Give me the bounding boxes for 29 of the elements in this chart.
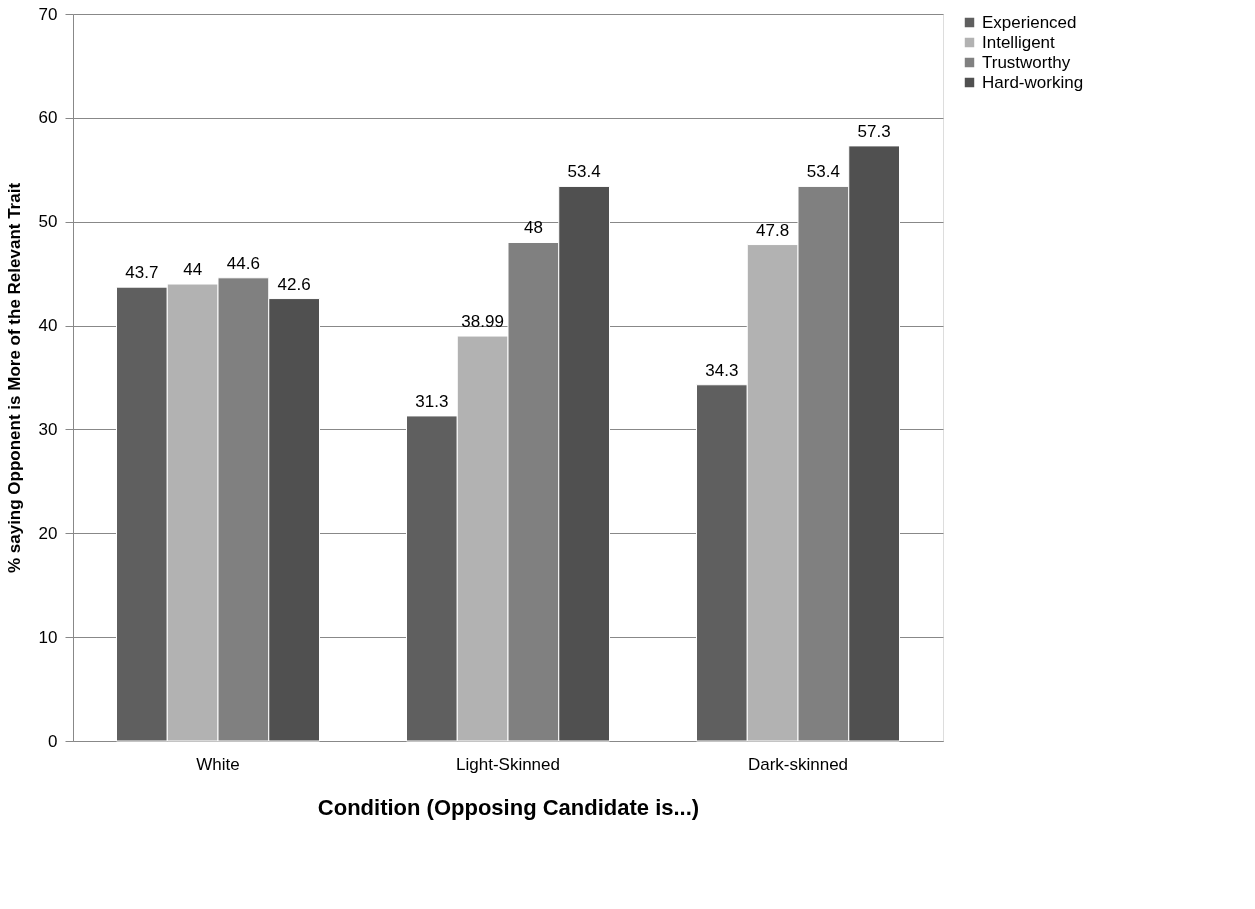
x-axis-title: Condition (Opposing Candidate is...) bbox=[317, 794, 700, 820]
y-axis-title: % saying Opponent is More of the Relevant Trait bbox=[4, 182, 24, 574]
data-label: 43.7 bbox=[125, 263, 159, 283]
x-tick-label: Light-Skinned bbox=[456, 754, 560, 774]
data-label: 34.3 bbox=[705, 360, 739, 380]
data-label: 47.8 bbox=[756, 220, 790, 240]
x-tick-label: White bbox=[196, 754, 240, 774]
y-tick-label: 10 bbox=[38, 627, 58, 647]
y-tick-label: 60 bbox=[38, 108, 58, 128]
y-tick-label: 20 bbox=[38, 523, 58, 543]
data-label: 44 bbox=[183, 260, 203, 280]
data-label: 53.4 bbox=[567, 162, 601, 182]
data-label: 44.6 bbox=[226, 253, 260, 273]
data-label: 42.6 bbox=[277, 274, 311, 294]
legend-label: Intelligent bbox=[982, 32, 1056, 52]
y-tick-label: 70 bbox=[38, 4, 58, 24]
legend-label: Hard-working bbox=[982, 72, 1084, 92]
x-tick-label: Dark-skinned bbox=[747, 754, 849, 774]
data-label: 38.99 bbox=[461, 312, 504, 332]
y-tick-label: 30 bbox=[38, 419, 58, 439]
data-label: 57.3 bbox=[857, 121, 891, 141]
y-tick-label: 0 bbox=[48, 731, 58, 751]
y-tick-label: 40 bbox=[38, 316, 58, 336]
data-label: 48 bbox=[523, 218, 543, 238]
legend-label: Experienced bbox=[982, 12, 1077, 32]
data-label: 53.4 bbox=[806, 162, 840, 182]
data-label: 31.3 bbox=[415, 391, 449, 411]
y-tick-label: 50 bbox=[38, 212, 58, 232]
legend-label: Trustworthy bbox=[982, 52, 1071, 72]
